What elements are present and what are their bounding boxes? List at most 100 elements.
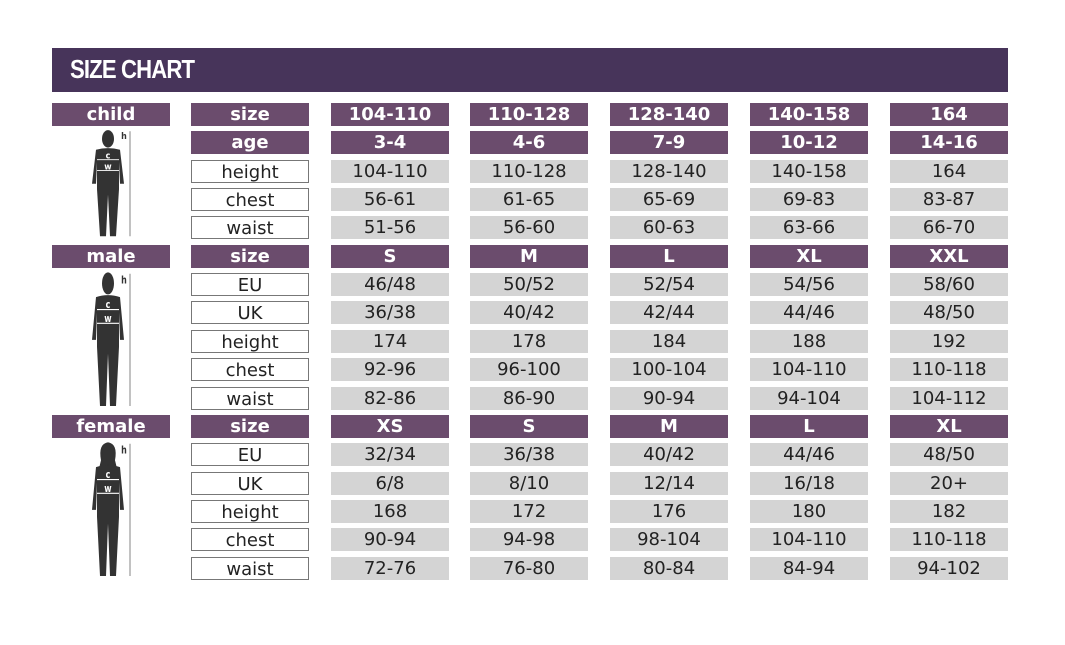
table-cell: 128-140 — [610, 103, 728, 126]
section-label-male: male — [52, 244, 170, 268]
table-cell: 83-87 — [890, 188, 1008, 212]
row-label-size: size — [191, 103, 309, 126]
row-label-chest: chest — [191, 188, 309, 212]
section-label-female: female — [52, 414, 170, 438]
table-cell: 94-102 — [890, 556, 1008, 580]
row-label-waist: waist — [191, 386, 309, 410]
table-cell: 184 — [610, 329, 728, 353]
table-cell: 56-60 — [470, 216, 588, 240]
table-cell: M — [470, 244, 588, 268]
table-cell: 40/42 — [470, 301, 588, 325]
row-label-uk: UK — [191, 301, 309, 325]
table-cell: 44/46 — [750, 443, 868, 467]
table-cell: 32/34 — [331, 443, 449, 467]
table-cell: 94-104 — [750, 386, 868, 410]
table-cell: 3-4 — [331, 131, 449, 155]
table-cell: 180 — [750, 499, 868, 523]
section-label-child: child — [52, 103, 170, 126]
figure-label-w: w — [104, 483, 111, 496]
table-cell: 92-96 — [331, 358, 449, 382]
table-cell: 80-84 — [610, 556, 728, 580]
table-cell: 7-9 — [610, 131, 728, 155]
table-cell: 4-6 — [470, 131, 588, 155]
table-cell: 86-90 — [470, 386, 588, 410]
table-cell: 176 — [610, 499, 728, 523]
table-cell: 90-94 — [610, 386, 728, 410]
table-cell: 174 — [331, 329, 449, 353]
table-cell: 164 — [890, 159, 1008, 183]
table-cell: 104-110 — [750, 358, 868, 382]
table-cell: L — [610, 244, 728, 268]
table-cell: 100-104 — [610, 358, 728, 382]
table-cell: 10-12 — [750, 131, 868, 155]
table-cell: 164 — [890, 103, 1008, 126]
table-cell: 104-110 — [331, 103, 449, 126]
page-title: SIZE CHART — [70, 54, 195, 84]
table-cell: 14-16 — [890, 131, 1008, 155]
table-cell: 44/46 — [750, 301, 868, 325]
row-label-height: height — [191, 499, 309, 523]
table-cell: 172 — [470, 499, 588, 523]
figure-label-h: h — [121, 130, 127, 140]
table-cell: 51-56 — [331, 216, 449, 240]
table-cell: XXL — [890, 244, 1008, 268]
table-cell: 65-69 — [610, 188, 728, 212]
table-cell: XL — [890, 414, 1008, 438]
row-label-size: size — [191, 244, 309, 268]
table-cell: 82-86 — [331, 386, 449, 410]
table-cell: 90-94 — [331, 528, 449, 552]
table-cell: 98-104 — [610, 528, 728, 552]
table-cell: XL — [750, 244, 868, 268]
figure-label-c: c — [106, 150, 111, 160]
row-label-eu: EU — [191, 273, 309, 297]
table-cell: 46/48 — [331, 273, 449, 297]
table-cell: 60-63 — [610, 216, 728, 240]
table-cell: 84-94 — [750, 556, 868, 580]
row-label-eu: EU — [191, 443, 309, 467]
table-cell: 140-158 — [750, 103, 868, 126]
table-cell: 48/50 — [890, 301, 1008, 325]
row-label-waist: waist — [191, 556, 309, 580]
table-cell: 42/44 — [610, 301, 728, 325]
table-cell: 76-80 — [470, 556, 588, 580]
table-cell: M — [610, 414, 728, 438]
row-label-uk: UK — [191, 471, 309, 495]
figure-label-c: c — [106, 299, 111, 312]
figure-label-w: w — [104, 161, 112, 171]
table-cell: 48/50 — [890, 443, 1008, 467]
table-cell: 110-118 — [890, 528, 1008, 552]
table-cell: 94-98 — [470, 528, 588, 552]
table-cell: 61-65 — [470, 188, 588, 212]
table-cell: 128-140 — [610, 159, 728, 183]
table-cell: 188 — [750, 329, 868, 353]
table-cell: 36/38 — [470, 443, 588, 467]
table-cell: S — [470, 414, 588, 438]
table-cell: 56-61 — [331, 188, 449, 212]
figure-label-c: c — [106, 469, 111, 482]
table-cell: 110-118 — [890, 358, 1008, 382]
table-cell: 178 — [470, 329, 588, 353]
table-cell: 63-66 — [750, 216, 868, 240]
row-label-age: age — [191, 131, 309, 155]
table-cell: 40/42 — [610, 443, 728, 467]
table-cell: 6/8 — [331, 471, 449, 495]
table-cell: 8/10 — [470, 471, 588, 495]
table-cell: 69-83 — [750, 188, 868, 212]
figure-label-h: h — [121, 444, 127, 457]
child-silhouette-icon: hcw — [92, 130, 131, 237]
row-label-size: size — [191, 414, 309, 438]
table-cell: 58/60 — [890, 273, 1008, 297]
table-cell: 20+ — [890, 471, 1008, 495]
table-cell: 110-128 — [470, 159, 588, 183]
table-cell: 66-70 — [890, 216, 1008, 240]
size-chart-header: SIZE CHART — [52, 48, 1008, 92]
figure-label-h: h — [121, 274, 127, 287]
table-cell: 72-76 — [331, 556, 449, 580]
table-cell: 104-110 — [750, 528, 868, 552]
table-cell: L — [750, 414, 868, 438]
table-cell: 54/56 — [750, 273, 868, 297]
table-cell: 182 — [890, 499, 1008, 523]
table-cell: S — [331, 244, 449, 268]
male-silhouette-icon: hcw — [92, 272, 131, 406]
figure-label-w: w — [104, 313, 111, 326]
